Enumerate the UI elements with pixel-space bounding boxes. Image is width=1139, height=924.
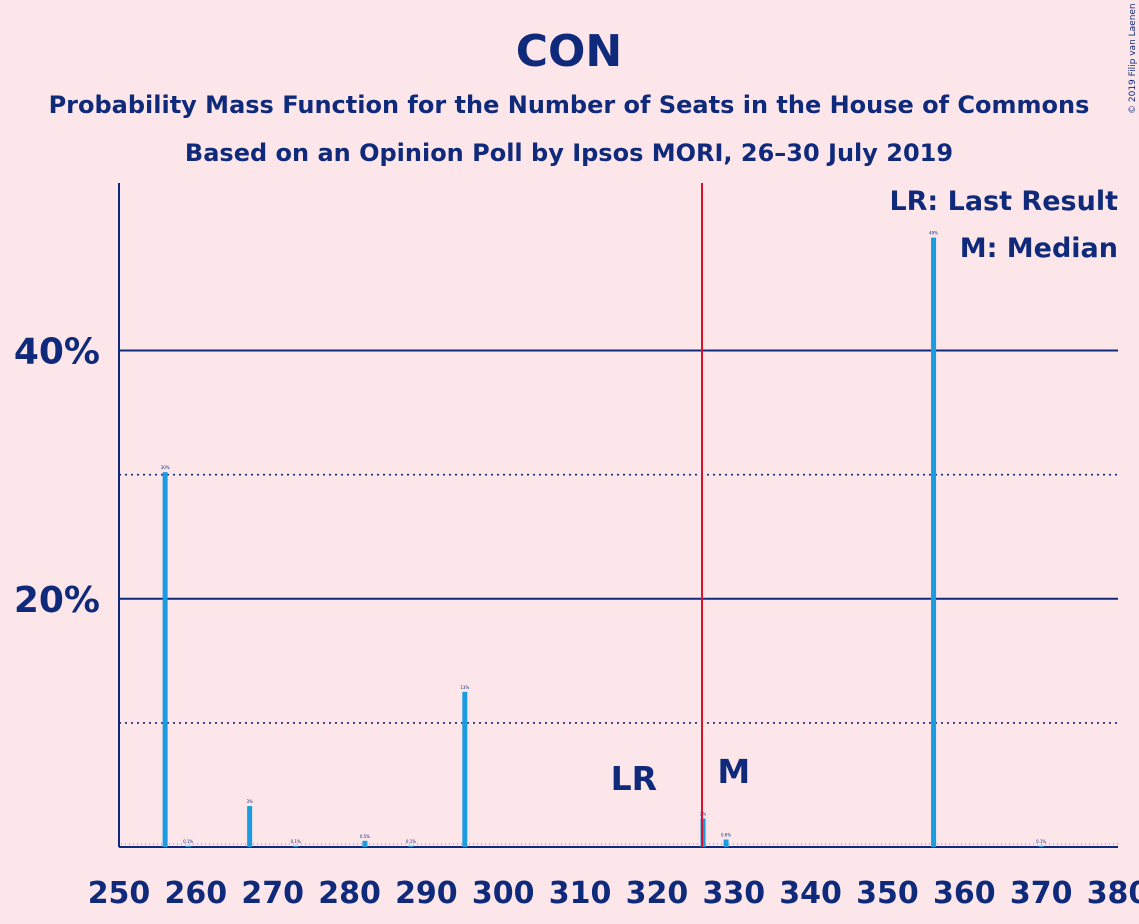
bar-356 bbox=[931, 237, 937, 847]
x-tick-label-310: 310 bbox=[549, 876, 612, 911]
x-tick-label-380: 380 bbox=[1087, 876, 1139, 911]
last-result-marker: LR bbox=[611, 759, 657, 798]
bar-label-329: 0.6% bbox=[721, 833, 731, 838]
bar-288 bbox=[408, 845, 414, 847]
bar-329 bbox=[723, 839, 729, 847]
median-marker: M bbox=[717, 752, 750, 791]
x-tick-label-350: 350 bbox=[856, 876, 919, 911]
x-tick-label-260: 260 bbox=[165, 876, 228, 911]
x-tick-label-270: 270 bbox=[241, 876, 304, 911]
chart-subtitle-2: Based on an Opinion Poll by Ipsos MORI, … bbox=[185, 139, 953, 167]
bar-273 bbox=[293, 845, 299, 847]
x-tick-label-290: 290 bbox=[395, 876, 458, 911]
x-tick-label-280: 280 bbox=[318, 876, 381, 911]
bar-label-256: 30% bbox=[161, 465, 170, 470]
bar-label-267: 3% bbox=[246, 799, 253, 804]
copyright-credit: © 2019 Filip van Laenen bbox=[1128, 3, 1138, 114]
bar-label-326: 2% bbox=[700, 811, 707, 816]
bar-label-288: 0.1% bbox=[406, 839, 416, 844]
chart-subtitle: Probability Mass Function for the Number… bbox=[49, 91, 1090, 119]
x-tick-label-340: 340 bbox=[779, 876, 842, 911]
bar-label-282: 0.5% bbox=[360, 834, 370, 839]
bar-label-356: 49% bbox=[929, 231, 938, 236]
bar-label-259: 0.1% bbox=[183, 839, 193, 844]
bar-295 bbox=[462, 691, 468, 847]
x-tick-label-360: 360 bbox=[933, 876, 996, 911]
x-tick-label-330: 330 bbox=[702, 876, 765, 911]
legend-median: M: Median bbox=[960, 233, 1118, 264]
plot-area: 20% 40% 250 260 270 280 290 300 310 320 330 340 350 3… bbox=[14, 183, 1139, 911]
bar-370 bbox=[1038, 845, 1044, 847]
y-tick-label-40: 40% bbox=[14, 332, 100, 373]
bar-256 bbox=[162, 472, 168, 847]
x-tick-label-320: 320 bbox=[626, 876, 689, 911]
chart-title: CON bbox=[516, 26, 623, 77]
legend-last-result: LR: Last Result bbox=[889, 186, 1118, 217]
bar-267 bbox=[247, 806, 253, 847]
bar-label-370: 0.1% bbox=[1036, 839, 1046, 844]
x-tick-label-300: 300 bbox=[472, 876, 535, 911]
bar-label-295: 13% bbox=[460, 685, 469, 690]
y-tick-label-20: 20% bbox=[14, 580, 100, 621]
bar-label-273: 0.1% bbox=[291, 839, 301, 844]
bar-259 bbox=[185, 845, 191, 847]
bar-282 bbox=[362, 840, 368, 847]
x-tick-label-250: 250 bbox=[88, 876, 151, 911]
x-tick-label-370: 370 bbox=[1010, 876, 1073, 911]
